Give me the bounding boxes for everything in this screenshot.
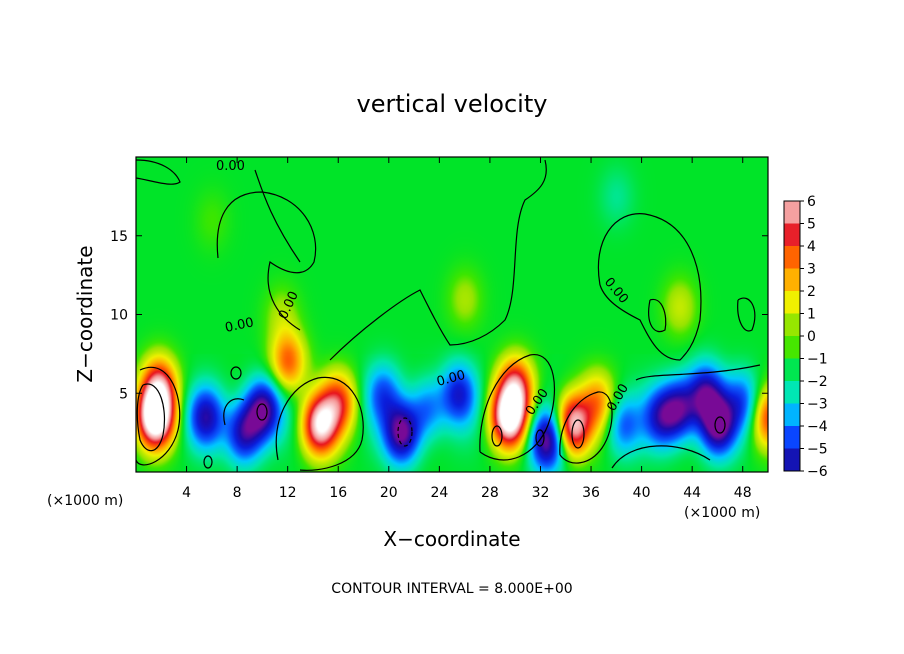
plot-area: 0.00 0.00 0.00 0.00 0.00 0.00 0.00 [135,156,769,473]
contour-label: 0.00 [216,159,245,174]
colorbar-tick-label: 1 [807,307,816,323]
velocity-field-heatmap [136,157,768,472]
x-tick-label: 8 [233,485,242,501]
x-axis: 4 8 12 16 20 24 28 32 36 40 44 48 [182,157,752,501]
colorbar-segment [784,291,800,314]
contour-label: 0.00 [435,368,467,390]
colorbar-segment [784,223,800,246]
contour-label: 0.00 [224,315,255,336]
colorbar-tick-label: 2 [807,284,816,300]
x-tick-label: 48 [734,485,752,501]
colorbar-tick-label: −6 [807,464,828,480]
contour-line [611,445,711,469]
contour-line [597,213,702,361]
contour-line [714,416,726,434]
colorbar-tick-label: −1 [807,352,828,368]
colorbar-segment [784,313,800,336]
contour-line [635,364,761,381]
contour-line [737,297,756,332]
colorbar-tick-label: 3 [807,262,816,278]
contour-line [397,417,413,447]
colorbar-segment [784,268,800,291]
colorbar-segment [784,448,800,471]
contour-line [648,298,667,333]
zero-contour-lines [135,159,761,471]
colorbar-segment [784,403,800,426]
x-tick-label: 32 [532,485,550,501]
contour-line [203,455,213,469]
colorbar-segment [784,426,800,449]
contour-line [559,391,613,464]
contour-line [135,159,181,185]
contour-line [136,383,166,452]
contour-line [491,425,503,447]
x-axis-label: X−coordinate [383,527,520,551]
contour-interval-note: CONTOUR INTERVAL = 8.000E+00 [331,581,572,597]
colorbar-tick-label: 6 [807,194,816,210]
contour-line [230,366,242,380]
colorbar-tick-label: 4 [807,239,816,255]
colorbar-tick-label: −5 [807,442,828,458]
x-axis-unit-left: (×1000 m) [47,493,123,509]
x-tick-label: 44 [683,485,701,501]
contour-line [479,354,556,461]
colorbar: 6 5 4 3 2 1 0 −1 −2 −3 −4 −5 −6 [783,194,828,480]
contour-line [223,398,245,426]
contour-line [256,403,268,421]
colorbar-segment [784,381,800,404]
colorbar-segment [784,246,800,269]
x-tick-label: 4 [182,485,191,501]
colorbar-segment [784,336,800,359]
x-tick-label: 28 [481,485,499,501]
colorbar-segment [784,358,800,381]
chart-title: vertical velocity [357,90,548,118]
y-axis: 5 10 15 [110,229,768,402]
x-tick-label: 20 [380,485,398,501]
x-tick-label: 40 [633,485,651,501]
y-axis-label: Z−coordinate [73,245,97,382]
x-tick-label: 12 [279,485,297,501]
x-tick-label: 24 [430,485,448,501]
y-tick-label: 15 [110,229,128,245]
x-axis-unit-right: (×1000 m) [684,505,760,521]
contour-line [535,429,545,447]
y-tick-label: 10 [110,308,128,324]
colorbar-tick-label: 0 [807,329,816,345]
contour-line [329,159,547,361]
y-tick-label: 5 [119,386,128,402]
contour-line [571,419,585,449]
contour-line [216,191,317,331]
colorbar-segment [784,201,800,224]
x-tick-label: 16 [329,485,347,501]
contour-line [275,376,364,471]
colorbar-tick-label: 5 [807,217,816,233]
colorbar-tick-label: −4 [807,419,828,435]
x-tick-label: 36 [582,485,600,501]
contour-line [254,169,301,263]
colorbar-tick-label: −2 [807,374,828,390]
colorbar-tick-label: −3 [807,397,828,413]
contour-line [135,366,181,466]
